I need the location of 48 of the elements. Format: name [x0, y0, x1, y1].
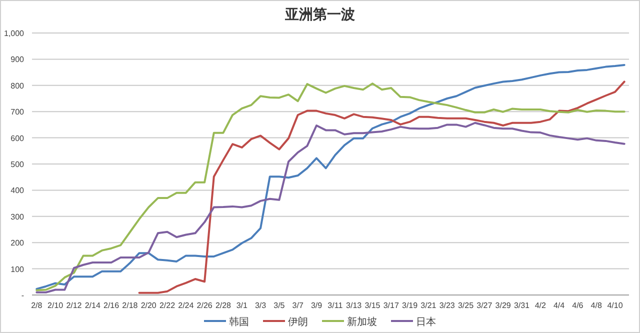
- y-tick-label: 900: [10, 55, 25, 64]
- x-tick-label: 4/4: [553, 301, 566, 310]
- x-tick-label: 3/19: [402, 301, 418, 310]
- x-tick-label: 3/3: [254, 301, 267, 310]
- x-tick-label: 2/26: [196, 301, 213, 310]
- y-tick-label: -: [21, 291, 24, 300]
- y-tick-label: 500: [10, 160, 25, 169]
- x-tick-label: 3/1: [236, 301, 248, 310]
- y-tick-label: 100: [10, 264, 25, 274]
- x-tick-label: 2/12: [66, 301, 82, 310]
- x-tick-label: 2/18: [122, 301, 138, 310]
- x-tick-label: 3/15: [364, 301, 381, 310]
- y-tick-label: 600: [10, 134, 25, 143]
- x-tick-label: 3/31: [514, 301, 530, 310]
- x-tick-label: 2/8: [31, 301, 43, 310]
- x-tick-label: 3/11: [328, 301, 344, 310]
- x-tick-label: 2/24: [178, 301, 194, 310]
- x-tick-label: 3/5: [274, 301, 286, 310]
- y-tick-label: 800: [10, 81, 25, 90]
- y-tick-label: 1,000: [4, 29, 25, 38]
- x-tick-label: 4/2: [534, 301, 546, 310]
- x-tick-label: 2/20: [140, 301, 157, 310]
- y-tick-label: 700: [10, 108, 25, 117]
- x-tick-label: 2/28: [215, 301, 232, 310]
- x-tick-label: 3/17: [383, 301, 400, 310]
- x-tick-label: 4/6: [572, 301, 584, 310]
- legend-label: 韩国: [229, 316, 249, 328]
- x-tick-label: 2/16: [104, 301, 120, 310]
- x-tick-label: 3/9: [310, 301, 323, 310]
- x-tick-label: 3/27: [476, 301, 493, 310]
- x-tick-label: 3/21: [420, 301, 437, 310]
- legend-label: 伊朗: [288, 316, 308, 328]
- y-tick-label: 400: [10, 186, 25, 196]
- chart-title: 亚洲第一波: [284, 6, 355, 22]
- x-tick-label: 4/10: [607, 301, 624, 310]
- x-tick-label: 2/22: [159, 301, 176, 310]
- legend-label: 日本: [416, 316, 436, 328]
- x-tick-label: 3/29: [495, 301, 512, 310]
- x-tick-label: 3/13: [346, 301, 362, 310]
- x-tick-label: 2/14: [84, 301, 101, 310]
- x-tick-label: 3/23: [439, 301, 456, 310]
- x-tick-label: 3/25: [458, 301, 474, 310]
- x-tick-label: 4/8: [590, 301, 602, 310]
- legend-label: 新加坡: [347, 316, 377, 328]
- y-tick-label: 300: [10, 212, 25, 222]
- x-tick-label: 3/7: [292, 301, 304, 310]
- x-tick-label: 2/10: [48, 301, 64, 310]
- y-tick-label: 200: [10, 238, 25, 248]
